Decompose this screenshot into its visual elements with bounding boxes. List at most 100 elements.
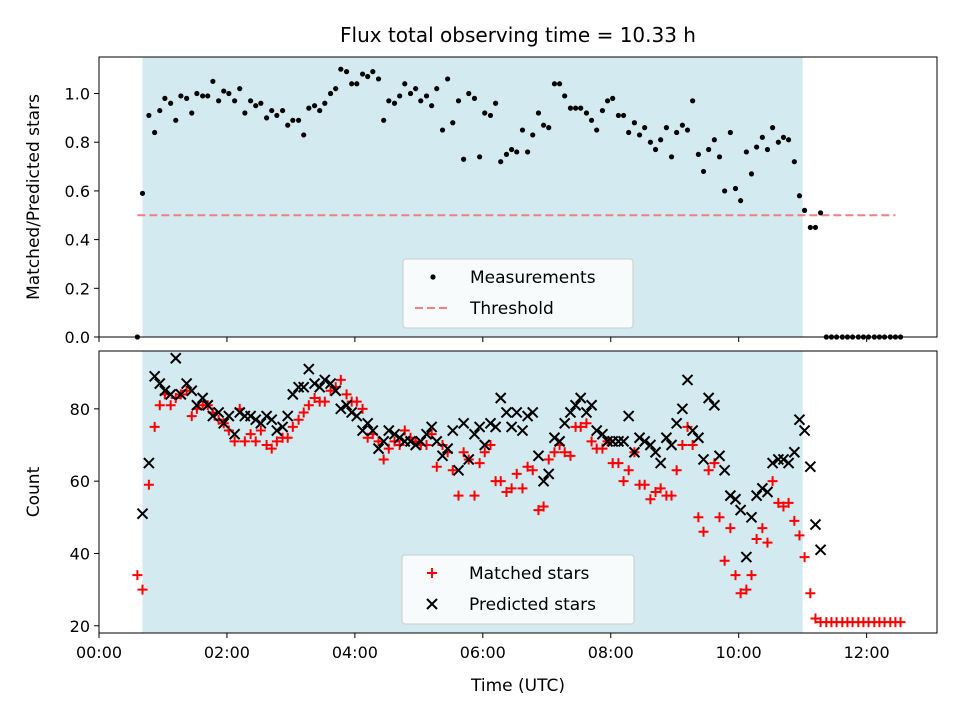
measurement-point <box>711 137 717 143</box>
matched-star-point <box>757 523 768 534</box>
matched-star-point <box>581 418 592 429</box>
measurement-point <box>471 95 478 101</box>
measurement-point <box>743 149 749 155</box>
matched-star-point <box>693 512 704 523</box>
matched-star-point <box>805 588 816 599</box>
predicted-star-point <box>622 410 635 422</box>
measurement-point <box>690 98 696 104</box>
measurement-point <box>413 86 419 92</box>
matched-star-point <box>229 436 240 447</box>
predicted-star-point <box>569 399 582 411</box>
x-tick-label: 12:00 <box>844 643 890 662</box>
predicted-star-point <box>340 399 353 411</box>
measurement-point <box>642 125 648 131</box>
predicted-star-point <box>287 388 299 401</box>
measurement-point <box>663 125 670 131</box>
predicted-star-point <box>473 421 486 433</box>
predicted-star-point <box>628 446 641 458</box>
y-tick-label: 0.4 <box>65 231 90 250</box>
measurement-point <box>439 127 446 133</box>
matched-star-point <box>389 436 400 447</box>
measurement-point <box>535 110 542 116</box>
matched-star-point <box>527 465 538 476</box>
measurement-point <box>221 88 227 94</box>
predicted-star-point <box>452 464 465 477</box>
matched-star-point <box>650 487 661 497</box>
measurement-point <box>482 110 488 116</box>
matched-star-point <box>143 479 154 490</box>
matched-star-point <box>506 483 517 494</box>
measurement-point <box>146 112 152 119</box>
measurement-point <box>722 188 728 194</box>
predicted-star-point <box>511 406 523 419</box>
x-tick-label: 10:00 <box>716 643 762 662</box>
predicted-star-point <box>537 475 550 487</box>
measurement-point <box>519 127 526 133</box>
matched-star-point <box>799 552 810 563</box>
matched-star-point <box>762 537 773 548</box>
matched-star-point <box>559 447 570 458</box>
predicted-star-point <box>782 457 795 469</box>
predicted-star-point <box>670 417 683 430</box>
predicted-star-point <box>612 435 625 448</box>
measurement-point <box>253 103 259 109</box>
matched-star-point <box>698 526 709 537</box>
predicted-star-point <box>527 406 539 419</box>
predicted-star-point <box>457 417 470 430</box>
predicted-star-point <box>319 374 331 386</box>
matched-star-point <box>719 555 730 566</box>
measurement-point <box>232 98 238 104</box>
measurement-point <box>626 129 632 136</box>
predicted-star-point <box>266 413 278 426</box>
predicted-star-point <box>356 424 369 437</box>
matched-star-point <box>250 436 261 447</box>
predicted-star-point <box>633 432 646 444</box>
predicted-star-point <box>649 446 662 458</box>
legend-box <box>401 554 635 625</box>
measurement-point <box>200 93 206 99</box>
matched-star-point <box>309 393 320 403</box>
measurement-point <box>493 100 499 106</box>
predicted-star-point <box>228 428 241 440</box>
measurement-point <box>162 95 168 101</box>
matched-star-point <box>341 389 352 400</box>
matched-star-point <box>373 436 384 447</box>
y-tick-label: 60 <box>70 472 90 491</box>
predicted-star-point <box>660 432 673 444</box>
predicted-star-point <box>713 450 726 462</box>
predicted-star-point <box>681 374 694 386</box>
measurement-point <box>455 98 462 104</box>
measurement-point <box>429 103 435 109</box>
predicted-star-point <box>335 403 347 415</box>
matched-star-point <box>895 617 906 628</box>
measurement-point <box>445 76 451 82</box>
measurement-point <box>391 100 398 106</box>
matched-star-point <box>154 400 165 411</box>
predicted-star-point <box>692 432 705 444</box>
predicted-star-point <box>489 421 502 433</box>
x-axis-label: Time (UTC) <box>470 676 565 696</box>
matched-star-point <box>261 440 272 450</box>
predicted-star-point <box>724 489 737 502</box>
predicted-star-point <box>136 507 149 520</box>
predicted-star-point <box>308 377 321 390</box>
measurement-point <box>477 154 483 160</box>
matched-star-point <box>149 421 160 432</box>
predicted-star-point <box>159 385 171 397</box>
measurement-point <box>636 132 643 138</box>
measurement-point <box>327 90 334 97</box>
predicted-star-point <box>143 457 155 469</box>
axes-frame <box>98 350 938 634</box>
measurement-point <box>402 81 408 87</box>
measurement-point <box>370 69 376 75</box>
matched-star-point <box>533 505 544 516</box>
predicted-star-point <box>223 410 235 422</box>
predicted-star-point <box>202 399 214 411</box>
measurement-point <box>274 112 280 119</box>
matched-star-point <box>474 458 485 469</box>
predicted-star-point <box>484 417 497 430</box>
measurement-point <box>216 98 222 104</box>
matched-star-point <box>725 523 736 534</box>
predicted-star-point <box>676 403 689 415</box>
predicted-star-point <box>793 413 806 426</box>
